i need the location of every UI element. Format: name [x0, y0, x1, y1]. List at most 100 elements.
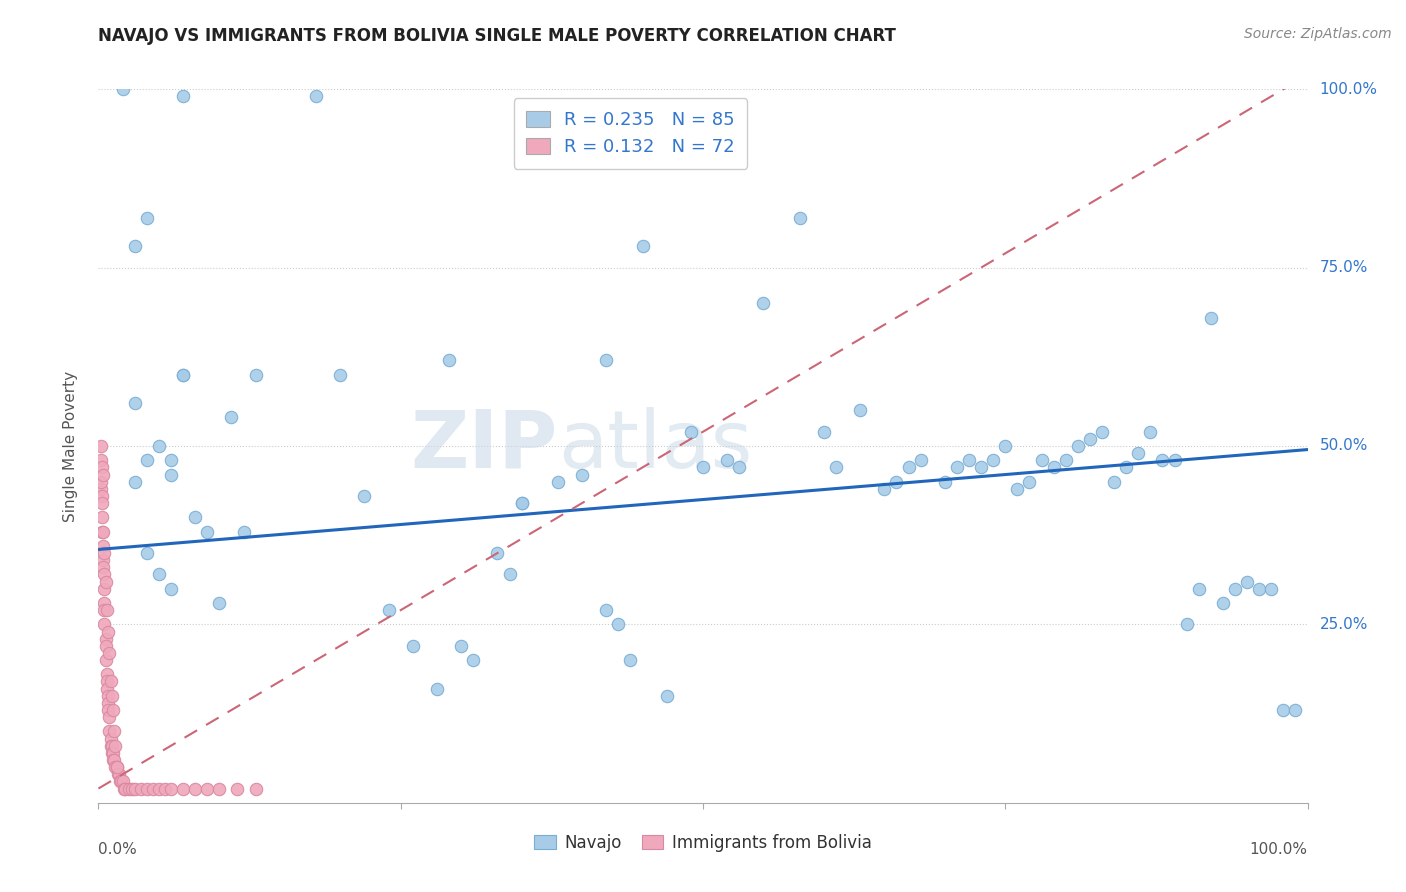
Point: [153, 781, 176, 796]
Point: [1128, 446, 1150, 460]
Point: [510, 496, 533, 510]
Point: [934, 475, 956, 489]
Point: [124, 781, 146, 796]
Point: [111, 774, 134, 789]
Text: 100.0%: 100.0%: [1250, 842, 1308, 857]
Point: [1115, 460, 1137, 475]
Point: [100, 731, 122, 746]
Point: [108, 774, 131, 789]
Point: [1067, 439, 1090, 453]
Point: [716, 453, 738, 467]
Point: [377, 603, 399, 617]
Point: [91, 539, 114, 553]
Point: [91, 524, 114, 539]
Point: [172, 781, 194, 796]
Point: [221, 410, 243, 425]
Point: [160, 781, 183, 796]
Point: [1091, 425, 1114, 439]
Point: [148, 439, 170, 453]
Point: [90, 475, 112, 489]
Point: [1188, 582, 1211, 596]
Legend: Navajo, Immigrants from Bolivia: Navajo, Immigrants from Bolivia: [527, 828, 879, 859]
Point: [96, 667, 118, 681]
Point: [98, 724, 121, 739]
Point: [1102, 475, 1125, 489]
Point: [91, 467, 114, 482]
Point: [184, 781, 207, 796]
Point: [825, 460, 848, 475]
Point: [100, 746, 122, 760]
Point: [107, 767, 129, 781]
Point: [329, 368, 352, 382]
Point: [118, 781, 141, 796]
Point: [1199, 310, 1222, 325]
Point: [96, 603, 118, 617]
Point: [142, 781, 165, 796]
Point: [1175, 617, 1198, 632]
Point: [97, 696, 120, 710]
Point: [111, 82, 134, 96]
Point: [873, 482, 896, 496]
Point: [135, 453, 157, 467]
Point: [957, 453, 980, 467]
Point: [103, 753, 125, 767]
Point: [1249, 582, 1271, 596]
Point: [1007, 482, 1029, 496]
Point: [728, 460, 751, 475]
Point: [112, 781, 135, 796]
Point: [692, 460, 714, 475]
Point: [93, 582, 115, 596]
Text: Source: ZipAtlas.com: Source: ZipAtlas.com: [1244, 27, 1392, 41]
Point: [208, 596, 231, 610]
Point: [100, 689, 122, 703]
Point: [1018, 475, 1040, 489]
Point: [910, 453, 932, 467]
Point: [91, 553, 114, 567]
Point: [752, 296, 775, 310]
Point: [101, 746, 124, 760]
Point: [100, 739, 122, 753]
Point: [1031, 453, 1053, 467]
Point: [124, 396, 146, 410]
Point: [101, 753, 124, 767]
Point: [305, 89, 328, 103]
Point: [90, 453, 112, 467]
Point: [96, 674, 118, 689]
Point: [353, 489, 375, 503]
Point: [135, 546, 157, 560]
Text: 25.0%: 25.0%: [1320, 617, 1368, 632]
Point: [486, 546, 509, 560]
Point: [547, 475, 569, 489]
Point: [105, 760, 128, 774]
Point: [121, 781, 143, 796]
Point: [172, 368, 194, 382]
Point: [94, 653, 117, 667]
Text: 100.0%: 100.0%: [1320, 82, 1378, 96]
Point: [655, 689, 678, 703]
Point: [91, 510, 114, 524]
Point: [100, 739, 122, 753]
Point: [631, 239, 654, 253]
Point: [90, 439, 112, 453]
Text: 75.0%: 75.0%: [1320, 260, 1368, 275]
Point: [1284, 703, 1306, 717]
Point: [789, 211, 811, 225]
Point: [91, 496, 114, 510]
Point: [91, 489, 114, 503]
Point: [970, 460, 993, 475]
Point: [96, 681, 118, 696]
Point: [450, 639, 472, 653]
Point: [571, 467, 593, 482]
Point: [226, 781, 249, 796]
Point: [160, 453, 183, 467]
Point: [1212, 596, 1234, 610]
Point: [1236, 574, 1258, 589]
Point: [98, 710, 121, 724]
Point: [91, 524, 114, 539]
Point: [813, 425, 835, 439]
Point: [93, 596, 115, 610]
Point: [195, 524, 218, 539]
Point: [110, 774, 132, 789]
Point: [1139, 425, 1161, 439]
Text: ZIP: ZIP: [411, 407, 558, 485]
